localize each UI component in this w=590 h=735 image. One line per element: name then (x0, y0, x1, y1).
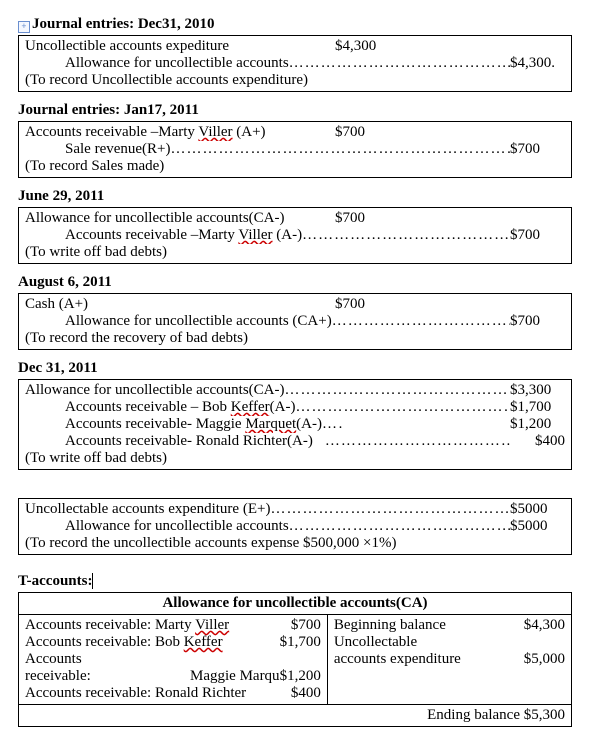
entry6-note: (To record the uncollectible accounts ex… (25, 535, 565, 552)
entry3-r1-desc: Allowance for uncollectible accounts(CA-… (25, 210, 335, 227)
entry2-title: Journal entries: Jan17, 2011 (18, 102, 572, 119)
entry5-r2-amt: $1,700 (510, 399, 565, 416)
entry6-r1-amt: $5000 (510, 501, 565, 518)
entry1-row1: Uncollectible accounts expediture $4,300 (25, 38, 565, 55)
entry4-r1-desc: Cash (A+) (25, 296, 335, 313)
entry5-box: Allowance for uncollectible accounts(CA-… (18, 379, 572, 470)
entry3-r1-amt: $700 (335, 210, 390, 227)
entry5-r1-desc: Allowance for uncollectible accounts(CA-… (25, 382, 284, 399)
entry1-r2-desc: Allowance for uncollectible accounts (25, 55, 289, 72)
entry1-row2: Allowance for uncollectible accounts $4,… (25, 55, 565, 72)
entry4-r1-amt: $700 (335, 296, 390, 313)
entry2-r2-amt: $700 (510, 141, 565, 158)
entry2-r1-amt: $700 (335, 124, 390, 141)
table-marker-icon: + (18, 21, 30, 33)
entry6-row1: Uncollectable accounts expenditure (E+) … (25, 501, 565, 518)
entry5-r3-amt: $1,200 (510, 416, 565, 433)
entry5-row3: Accounts receivable- Maggie Marquet(A-) … (25, 416, 565, 433)
entry4-r2-amt: $700 (510, 313, 565, 330)
t-right-row2: Uncollectable (334, 634, 565, 651)
t-left-row1: Accounts receivable: Marty Viller $700 (25, 617, 321, 634)
t-account-table: Allowance for uncollectible accounts(CA)… (18, 592, 572, 727)
entry5-row4: Accounts receivable- Ronald Richter(A-) … (25, 433, 565, 450)
entry5-r3-desc: Accounts receivable- Maggie Marquet(A-) (25, 416, 322, 433)
entry3-title: June 29, 2011 (18, 188, 572, 205)
entry5-row2: Accounts receivable – Bob Keffer(A-) $1,… (25, 399, 565, 416)
entry1-title: +Journal entries: Dec31, 2010 (18, 16, 572, 33)
t-account-debit-side: Accounts receivable: Marty Viller $700 A… (19, 615, 328, 704)
t-account-ending: Ending balance $5,300 (19, 704, 571, 726)
entry6-r2-amt: $5000 (510, 518, 565, 535)
t-left-row5: Accounts receivable: Ronald Richter $400 (25, 685, 321, 702)
entry4-row1: Cash (A+) $700 (25, 296, 565, 313)
entry1-r1-desc: Uncollectible accounts expediture (25, 38, 335, 55)
entry4-note: (To record the recovery of bad debts) (25, 330, 565, 347)
entry3-r2-amt: $700 (510, 227, 565, 244)
entry6-row2: Allowance for uncollectible accounts $50… (25, 518, 565, 535)
entry5-note: (To write off bad debts) (25, 450, 565, 467)
entry2-row1: Accounts receivable –Marty Viller (A+) $… (25, 124, 565, 141)
text-cursor-icon (92, 573, 94, 589)
entry3-r2-desc: Accounts receivable –Marty Viller (A-) (25, 227, 302, 244)
entry2-r2-desc: Sale revenue(R+) (25, 141, 171, 158)
entry2-row2: Sale revenue(R+) $700 (25, 141, 565, 158)
entry4-box: Cash (A+) $700 Allowance for uncollectib… (18, 293, 572, 350)
entry4-r2-desc: Allowance for uncollectible accounts (CA… (25, 313, 332, 330)
entry2-box: Accounts receivable –Marty Viller (A+) $… (18, 121, 572, 178)
t-left-row2: Accounts receivable: Bob Keffer $1,700 (25, 634, 321, 651)
entry6-r2-desc: Allowance for uncollectible accounts (25, 518, 289, 535)
entry5-row1: Allowance for uncollectible accounts(CA-… (25, 382, 565, 399)
t-left-row4: receivable:Maggie Marqu $1,200 (25, 668, 321, 685)
entry1-box: Uncollectible accounts expediture $4,300… (18, 35, 572, 92)
entry5-title: Dec 31, 2011 (18, 360, 572, 377)
t-right-row3: accounts expenditure $5,000 (334, 651, 565, 668)
entry5-r4-desc: Accounts receivable- Ronald Richter(A-) (25, 433, 313, 450)
t-left-row3: Accounts (25, 651, 321, 668)
entry3-note: (To write off bad debts) (25, 244, 565, 261)
entry2-note: (To record Sales made) (25, 158, 565, 175)
entry3-row2: Accounts receivable –Marty Viller (A-) $… (25, 227, 565, 244)
entry1-r2-amt: $4,300. (510, 55, 565, 72)
entry5-r4-amt: $400 (510, 433, 565, 450)
t-account-credit-side: Beginning balance $4,300 Uncollectable a… (328, 615, 571, 704)
entry5-r2-desc: Accounts receivable – Bob Keffer(A-) (25, 399, 295, 416)
entry4-row2: Allowance for uncollectible accounts (CA… (25, 313, 565, 330)
entry3-row1: Allowance for uncollectible accounts(CA-… (25, 210, 565, 227)
t-right-row1: Beginning balance $4,300 (334, 617, 565, 634)
t-accounts-title: T-accounts: (18, 573, 572, 590)
entry1-note: (To record Uncollectible accounts expend… (25, 72, 565, 89)
entry6-r1-desc: Uncollectable accounts expenditure (E+) (25, 501, 270, 518)
entry3-box: Allowance for uncollectible accounts(CA-… (18, 207, 572, 264)
entry2-r1-desc: Accounts receivable –Marty Viller (A+) (25, 124, 335, 141)
entry4-title: August 6, 2011 (18, 274, 572, 291)
entry5-r1-amt: $3,300 (510, 382, 565, 399)
entry6-box: Uncollectable accounts expenditure (E+) … (18, 498, 572, 555)
t-account-header: Allowance for uncollectible accounts(CA) (19, 593, 571, 615)
entry1-r1-amt: $4,300 (335, 38, 390, 55)
